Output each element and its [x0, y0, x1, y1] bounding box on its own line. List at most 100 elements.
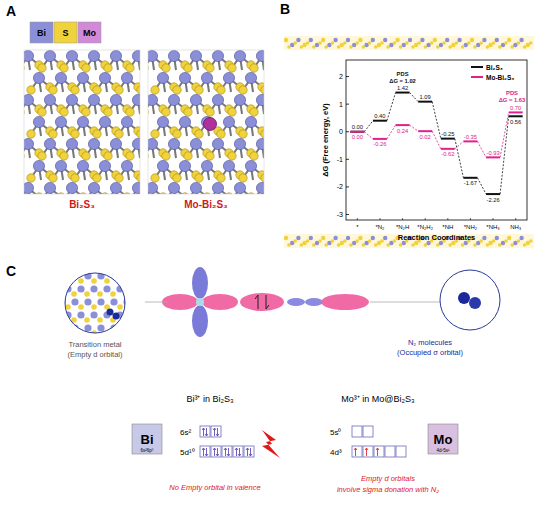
strip-atom [433, 38, 437, 42]
s-atom [117, 278, 123, 284]
s-atom [78, 330, 84, 336]
bi-atom [88, 50, 99, 61]
bi-atom [24, 50, 34, 61]
s-atom [137, 174, 140, 182]
background [0, 0, 536, 524]
x-tick-label: NH₃ [510, 224, 522, 230]
s-atom [228, 108, 236, 116]
bi-atom [157, 160, 168, 171]
electron [202, 428, 208, 436]
note: Empty d orbitals [361, 474, 415, 483]
annotation: PDS [397, 71, 409, 77]
bi-atom [168, 50, 179, 61]
s-atom [82, 152, 90, 160]
data-label: 1.42 [397, 85, 408, 91]
strip-atom [383, 236, 387, 240]
s-atom [173, 130, 181, 138]
orbital-box [200, 446, 210, 457]
orbital-box [363, 426, 373, 437]
bi-atom [212, 138, 223, 149]
connector [500, 116, 509, 194]
bi-atom [190, 182, 201, 193]
bi-atom [24, 138, 34, 149]
s-atom [250, 64, 258, 72]
bi-atom [212, 182, 223, 193]
s-atom [82, 64, 90, 72]
s-atom [136, 317, 142, 323]
bi-atom [110, 94, 121, 105]
data-label: 0.40 [374, 113, 385, 119]
bi-atom [256, 50, 264, 61]
strip-atom [517, 41, 521, 45]
n-atom [113, 313, 120, 320]
strip-atom [383, 38, 387, 42]
connector [455, 141, 464, 148]
bi-atom [99, 116, 110, 127]
bi-atom [55, 72, 66, 83]
s-atom [84, 317, 90, 323]
bi-atom [168, 94, 179, 105]
s-atom [71, 86, 79, 94]
orbital-box [244, 446, 254, 457]
energy-level [463, 140, 477, 142]
lightning [262, 430, 280, 458]
bi-atom [190, 138, 201, 149]
strip-atom [470, 38, 474, 42]
bi-atom [84, 298, 91, 305]
bi-atom [190, 50, 201, 61]
s-atom [93, 86, 101, 94]
energy-level [373, 138, 387, 140]
bi-atom [77, 160, 88, 171]
y-tick-label: -3 [337, 211, 343, 218]
connector [145, 302, 168, 303]
s-atom [65, 330, 71, 336]
s-atom [206, 64, 214, 72]
bi-atom [121, 72, 132, 83]
bi-atom [132, 50, 140, 61]
s-atom [82, 108, 90, 116]
data-label: 0.24 [397, 128, 409, 134]
s-atom [136, 291, 142, 297]
n-atom [107, 309, 114, 316]
s-atom [78, 278, 84, 284]
s-atom [250, 152, 258, 160]
bi-atom [256, 182, 264, 193]
strip-atom [343, 41, 347, 45]
bi-atom [121, 160, 132, 171]
s-atom [38, 64, 46, 72]
sigma-lobe [305, 298, 323, 306]
strip-atom [306, 239, 310, 243]
x-tick-label: *NH₂ [464, 224, 478, 230]
energy-level [396, 124, 410, 126]
strip-atom [504, 41, 508, 45]
s-atom [104, 64, 112, 72]
connector [410, 125, 419, 131]
bi-atom [66, 182, 77, 193]
strip-atom [371, 236, 375, 240]
connector [410, 93, 419, 102]
s-atom [130, 330, 136, 336]
structure-caption: Bi₂S₃ [69, 199, 95, 210]
nucleus [196, 298, 204, 306]
strip-atom [371, 38, 375, 42]
strip-atom [343, 239, 347, 243]
s-atom [115, 86, 123, 94]
strip-atom [492, 239, 496, 243]
strip-atom [380, 41, 384, 45]
y-axis-title: ΔG (Free energy, eV) [321, 103, 330, 177]
x-tick-label: *NH₃ [486, 224, 500, 230]
s-atom [184, 64, 192, 72]
strip-atom [529, 239, 533, 243]
strip-atom [479, 239, 483, 243]
orbital-box [211, 426, 221, 437]
energy-level [418, 101, 432, 103]
annotation: ΔG = 1.63 [499, 97, 526, 103]
x-tick-label: * [356, 224, 359, 230]
x-tick [379, 218, 380, 220]
s-atom [27, 130, 35, 138]
data-label: 0.00 [352, 124, 363, 130]
s-atom [195, 174, 203, 182]
n-atom [458, 292, 470, 304]
s-atom [206, 108, 214, 116]
strip-atom [393, 239, 397, 243]
